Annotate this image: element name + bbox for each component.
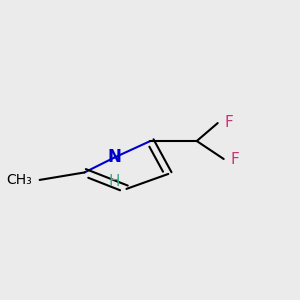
Text: N: N	[107, 148, 122, 166]
Text: CH₃: CH₃	[6, 173, 32, 187]
Text: F: F	[225, 115, 233, 130]
Text: H: H	[109, 174, 120, 189]
Text: F: F	[231, 152, 239, 167]
